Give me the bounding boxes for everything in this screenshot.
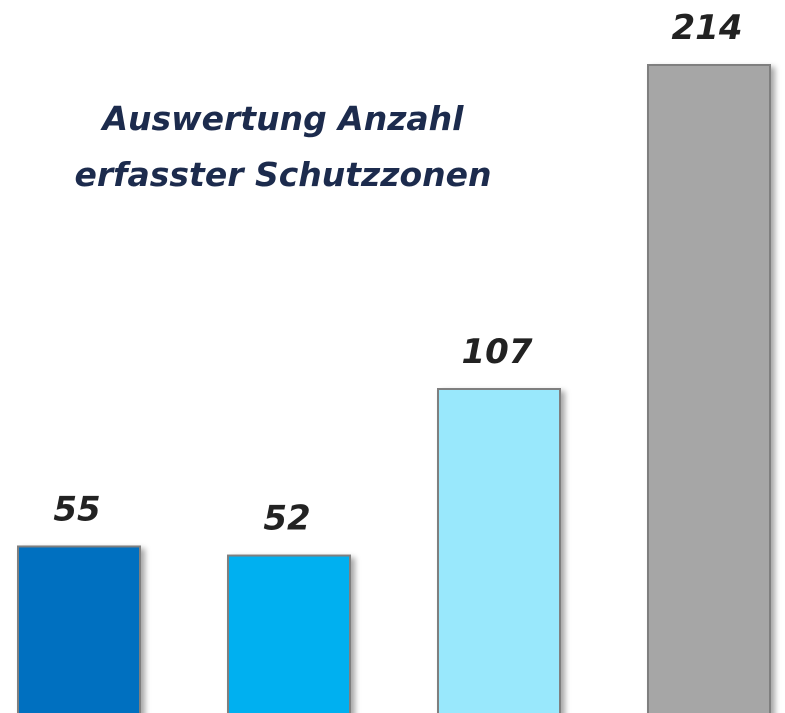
chart-title: erfasster Schutzzonen <box>74 155 491 194</box>
bar <box>17 545 141 713</box>
bar <box>227 554 351 713</box>
value-label: 214 <box>672 8 743 48</box>
bar <box>647 64 771 713</box>
value-label: 55 <box>53 489 100 529</box>
chart-title: Auswertung Anzahl <box>99 99 464 138</box>
value-label: 107 <box>462 332 533 372</box>
value-label: 52 <box>263 499 310 539</box>
bar <box>437 388 561 713</box>
